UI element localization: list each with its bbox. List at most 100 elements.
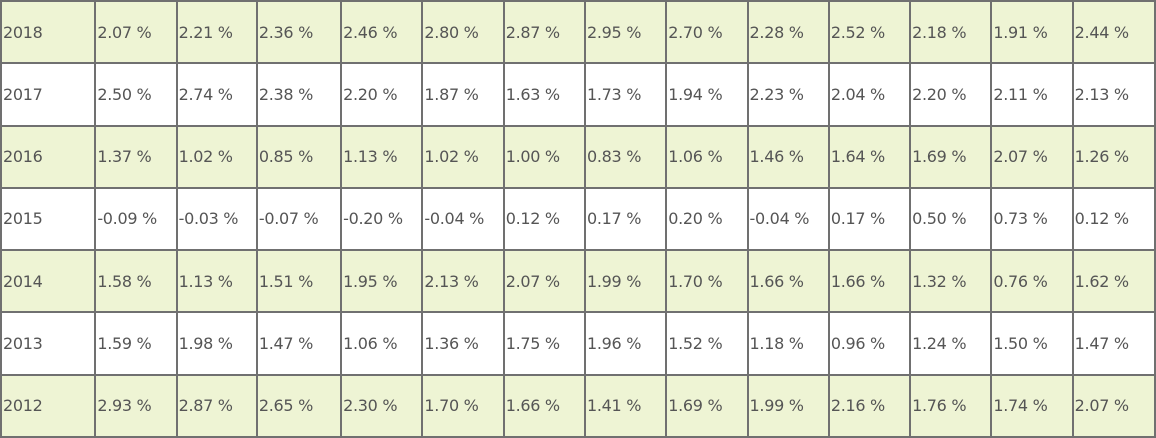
rate-cell: 2.20 %: [340, 62, 424, 127]
rate-cell: -0.04 %: [746, 186, 830, 252]
rate-cell: 1.24 %: [909, 311, 993, 376]
year-cell: 2013: [0, 311, 97, 376]
rate-cell: -0.03 %: [175, 186, 258, 252]
rate-cell: 1.74 %: [990, 373, 1074, 438]
rate-cell: 0.17 %: [583, 186, 668, 252]
rate-cell: 1.18 %: [746, 311, 830, 376]
rate-cell: 1.06 %: [340, 311, 424, 376]
rate-cell: 1.00 %: [502, 124, 586, 189]
rate-cell: -0.07 %: [255, 186, 343, 252]
rate-cell: 1.75 %: [502, 311, 586, 376]
table-row: 2017 2.50 % 2.74 % 2.38 % 2.20 % 1.87 % 1.63 %…: [0, 62, 1156, 127]
rate-cell: 1.62 %: [1071, 249, 1156, 314]
year-cell: 2016: [0, 124, 97, 189]
rate-cell: 2.20 %: [909, 62, 993, 127]
rate-cell: 1.87 %: [421, 62, 505, 127]
rate-cell: 0.50 %: [909, 186, 993, 252]
rate-cell: 2.46 %: [340, 0, 424, 65]
rate-cell: 2.65 %: [255, 373, 343, 438]
rate-cell: 1.26 %: [1071, 124, 1156, 189]
rate-cell: 1.99 %: [583, 249, 668, 314]
rate-cell: 2.18 %: [909, 0, 993, 65]
rate-cell: 1.69 %: [909, 124, 993, 189]
rate-cell: 2.87 %: [502, 0, 586, 65]
table-row: 2013 1.59 % 1.98 % 1.47 % 1.06 % 1.36 % 1.75 %…: [0, 311, 1156, 376]
rate-cell: 1.47 %: [255, 311, 343, 376]
year-cell: 2015: [0, 186, 97, 252]
rate-cell: 1.94 %: [665, 62, 749, 127]
rate-cell: 1.46 %: [746, 124, 830, 189]
rate-cell: 1.64 %: [827, 124, 912, 189]
table-row: 2016 1.37 % 1.02 % 0.85 % 1.13 % 1.02 % 1.00 %…: [0, 124, 1156, 189]
rate-cell: 2.13 %: [1071, 62, 1156, 127]
year-cell: 2014: [0, 249, 97, 314]
rate-cell: 1.37 %: [94, 124, 178, 189]
rate-cell: 1.96 %: [583, 311, 668, 376]
rate-cell: 0.12 %: [502, 186, 586, 252]
rate-cell: 1.51 %: [255, 249, 343, 314]
rate-cell: 1.59 %: [94, 311, 178, 376]
rate-cell: 2.50 %: [94, 62, 178, 127]
rate-cell: 1.69 %: [665, 373, 749, 438]
rate-cell: 1.02 %: [175, 124, 258, 189]
rate-cell: 2.44 %: [1071, 0, 1156, 65]
rate-cell: 1.58 %: [94, 249, 178, 314]
rate-cell: 2.07 %: [94, 0, 178, 65]
rate-cell: 2.52 %: [827, 0, 912, 65]
rate-cell: 1.66 %: [502, 373, 586, 438]
rate-cell: 1.66 %: [827, 249, 912, 314]
rate-cell: 1.70 %: [665, 249, 749, 314]
table-row: 2012 2.93 % 2.87 % 2.65 % 2.30 % 1.70 % 1.66 %…: [0, 373, 1156, 438]
rate-cell: 2.07 %: [1071, 373, 1156, 438]
rate-cell: 2.11 %: [990, 62, 1074, 127]
year-cell: 2012: [0, 373, 97, 438]
rate-cell: 2.07 %: [502, 249, 586, 314]
rate-cell: -0.20 %: [340, 186, 424, 252]
rate-cell: 2.87 %: [175, 373, 258, 438]
rate-cell: 2.28 %: [746, 0, 830, 65]
rate-cell: 2.04 %: [827, 62, 912, 127]
rate-cell: 1.06 %: [665, 124, 749, 189]
rate-cell: 2.38 %: [255, 62, 343, 127]
rate-cell: -0.04 %: [421, 186, 505, 252]
rate-cell: 1.50 %: [990, 311, 1074, 376]
rate-cell: 1.13 %: [340, 124, 424, 189]
rate-cell: 0.83 %: [583, 124, 668, 189]
rate-cell: 1.32 %: [909, 249, 993, 314]
rate-cell: 1.36 %: [421, 311, 505, 376]
rate-cell: 1.99 %: [746, 373, 830, 438]
rate-cell: 1.63 %: [502, 62, 586, 127]
rate-cell: 0.96 %: [827, 311, 912, 376]
rate-cell: 1.73 %: [583, 62, 668, 127]
table-row: 2018 2.07 % 2.21 % 2.36 % 2.46 % 2.80 % 2.87 %…: [0, 0, 1156, 65]
year-cell: 2017: [0, 62, 97, 127]
rate-cell: 1.95 %: [340, 249, 424, 314]
rate-cell: 0.12 %: [1071, 186, 1156, 252]
rate-cell: 1.47 %: [1071, 311, 1156, 376]
rate-cell: 2.16 %: [827, 373, 912, 438]
rate-cell: 1.91 %: [990, 0, 1074, 65]
rate-cell: 2.36 %: [255, 0, 343, 65]
rate-cell: 1.66 %: [746, 249, 830, 314]
rate-cell: 1.41 %: [583, 373, 668, 438]
rate-cell: 0.20 %: [665, 186, 749, 252]
rate-cell: -0.09 %: [94, 186, 178, 252]
rate-cell: 2.80 %: [421, 0, 505, 65]
rate-cell: 1.13 %: [175, 249, 258, 314]
rate-cell: 1.02 %: [421, 124, 505, 189]
rate-cell: 2.30 %: [340, 373, 424, 438]
rate-cell: 2.07 %: [990, 124, 1074, 189]
rate-cell: 1.98 %: [175, 311, 258, 376]
rate-cell: 0.85 %: [255, 124, 343, 189]
rate-cell: 2.74 %: [175, 62, 258, 127]
rate-cell: 1.76 %: [909, 373, 993, 438]
rate-cell: 2.23 %: [746, 62, 830, 127]
table-row: 2014 1.58 % 1.13 % 1.51 % 1.95 % 2.13 % 2.07 %…: [0, 249, 1156, 314]
rate-cell: 0.76 %: [990, 249, 1074, 314]
rate-cell: 2.93 %: [94, 373, 178, 438]
rate-cell: 0.17 %: [827, 186, 912, 252]
rate-cell: 0.73 %: [990, 186, 1074, 252]
year-cell: 2018: [0, 0, 97, 65]
